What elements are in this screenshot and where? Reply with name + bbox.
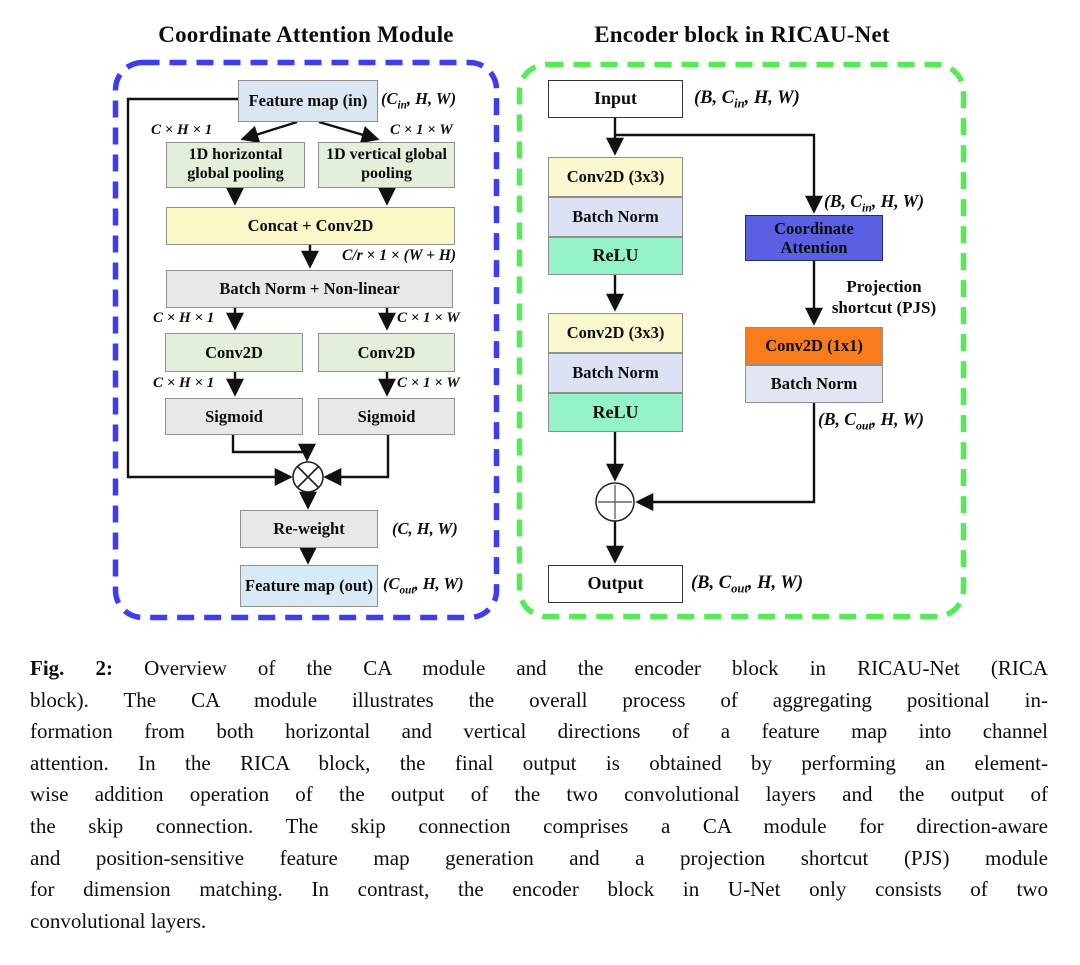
node-conv2d-right: Conv2D <box>318 333 455 372</box>
node-sigmoid-right: Sigmoid <box>318 398 455 435</box>
right-panel-title: Encoder block in RICAU-Net <box>594 22 890 47</box>
multiply-icon <box>292 461 324 493</box>
add-icon <box>595 482 635 522</box>
right-panel-arrows <box>606 118 823 564</box>
dim-annotation-chx1-mid: C × H × 1 <box>153 310 215 326</box>
caption-line: attention. In the RICA block, the final … <box>30 750 1048 775</box>
ca-module-panel-border <box>112 59 500 621</box>
dim-annotation-c1xw-top: C × 1 × W <box>390 122 453 138</box>
dim-annotation-cin: (Cin, H, W) <box>381 89 457 112</box>
node-batchnorm-pjs: Batch Norm <box>745 365 883 403</box>
node-batchnorm-first: Batch Norm <box>548 197 683 237</box>
figure-label: Fig. 2: <box>30 656 113 680</box>
node-batchnorm-nonlinear: Batch Norm + Non-linear <box>166 270 453 308</box>
node-batchnorm-second: Batch Norm <box>548 353 683 393</box>
caption-line: for dimension matching. In contrast, the… <box>30 877 1048 902</box>
node-conv2d-left: Conv2D <box>165 333 303 372</box>
dim-annotation-chx1-top: C × H × 1 <box>151 122 213 138</box>
caption-line: wise addition operation of the output of… <box>30 782 1048 807</box>
node-coordinate-attention: Coordinate Attention <box>745 215 883 261</box>
node-concat-conv2d: Concat + Conv2D <box>166 207 455 245</box>
dim-annotation-chw: (C, H, W) <box>392 519 458 538</box>
dim-annotation-cout: (Cout, H, W) <box>383 574 464 597</box>
dim-annotation-output: (B, Cout, H, W) <box>691 573 804 596</box>
caption-line: convolutional layers. <box>30 908 207 933</box>
node-reweight: Re-weight <box>240 510 378 548</box>
node-1d-horizontal-pooling: 1D horizontal global pooling <box>166 142 305 188</box>
node-conv2d-3x3-first: Conv2D (3x3) <box>548 157 683 197</box>
caption-line: block). The CA module illustrates the ov… <box>30 687 1048 712</box>
node-feature-map-out: Feature map (out) <box>240 565 378 607</box>
dim-annotation-input: (B, Cin, H, W) <box>694 88 800 111</box>
dim-annotation-c1xw-mid: C × 1 × W <box>397 310 460 326</box>
node-conv2d-1x1: Conv2D (1x1) <box>745 327 883 365</box>
figure-caption: Fig. 2: Overview of the CA module and th… <box>30 653 1048 937</box>
left-panel-arrows <box>126 97 396 565</box>
left-panel-title: Coordinate Attention Module <box>158 22 454 47</box>
dim-annotation-concat-out: C/r × 1 × (W + H) <box>342 247 457 264</box>
caption-line: Fig. 2: Overview of the CA module and th… <box>30 656 1049 680</box>
dim-annotation-ca-input: (B, Cin, H, W) <box>824 191 925 215</box>
diagram-connectors <box>112 59 967 621</box>
node-relu-second: ReLU <box>548 393 683 432</box>
dim-annotation-chx1-low: C × H × 1 <box>153 375 215 391</box>
caption-line: and position-sensitive feature map gener… <box>30 845 1048 870</box>
node-output: Output <box>548 565 683 603</box>
node-1d-vertical-pooling: 1D vertical global pooling <box>318 142 455 188</box>
node-relu-first: ReLU <box>548 237 683 275</box>
dim-annotation-c1xw-low: C × 1 × W <box>397 375 460 391</box>
caption-line: the skip connection. The skip connection… <box>30 813 1048 838</box>
node-sigmoid-left: Sigmoid <box>165 398 303 435</box>
encoder-block-panel-border <box>516 61 967 620</box>
node-input: Input <box>548 80 683 118</box>
node-conv2d-3x3-second: Conv2D (3x3) <box>548 313 683 353</box>
projection-shortcut-label: Projection shortcut (PJS) <box>831 277 937 318</box>
node-feature-map-in: Feature map (in) <box>238 80 378 122</box>
dim-annotation-pjs-out: (B, Cout, H, W) <box>818 409 924 433</box>
caption-line: formation from both horizontal and verti… <box>30 719 1048 744</box>
